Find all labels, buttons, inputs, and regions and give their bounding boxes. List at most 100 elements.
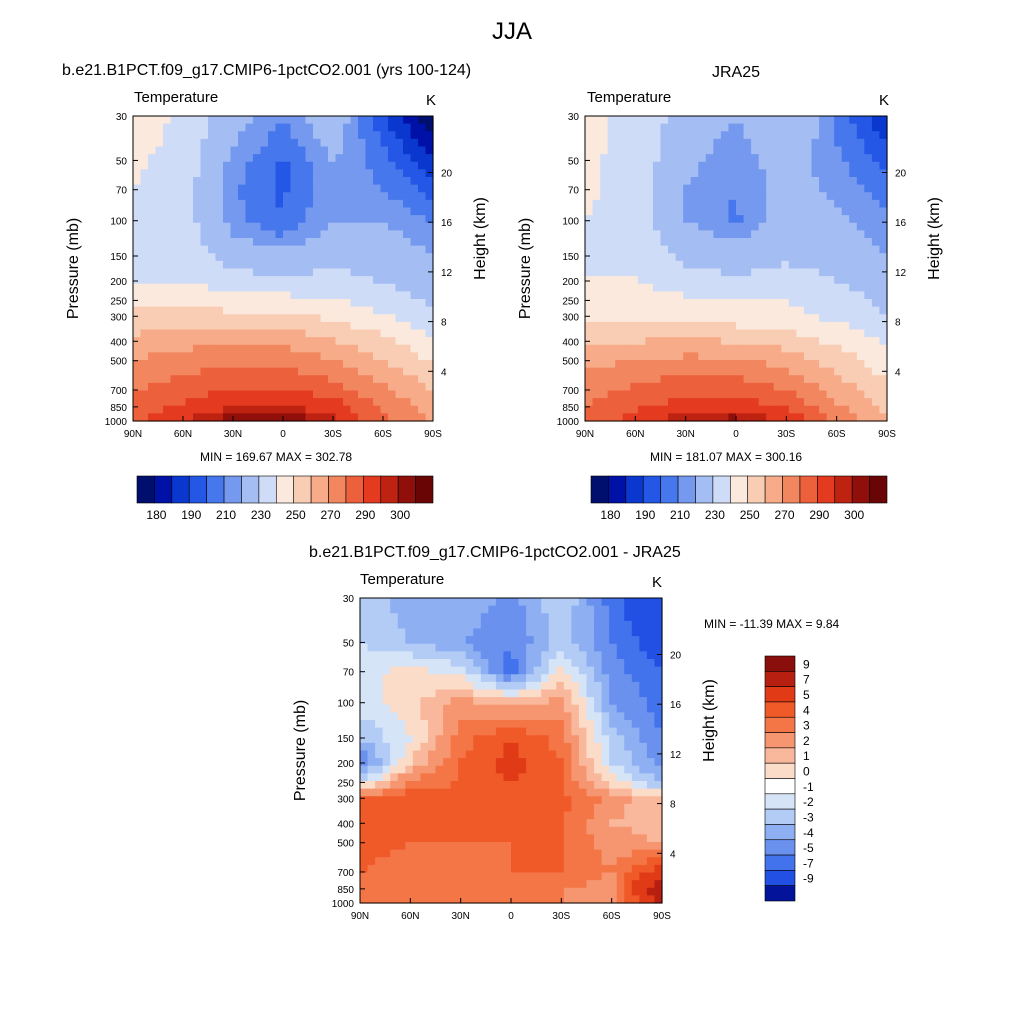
contour-cell: [380, 314, 389, 323]
contour-cell: [781, 184, 790, 193]
contour-cell: [298, 329, 307, 338]
contour-cell: [373, 337, 382, 346]
contour-cell: [646, 819, 656, 828]
contour-cell: [594, 788, 603, 797]
contour-cell: [245, 413, 254, 422]
contour-cell: [200, 283, 209, 292]
contour-cell: [586, 628, 595, 637]
contour-cell: [473, 689, 482, 698]
contour-cell: [652, 413, 662, 422]
contour-cell: [208, 169, 217, 178]
contour-cell: [705, 329, 714, 338]
contour-cell: [548, 613, 557, 622]
contour-cell: [616, 605, 625, 614]
contour-cell: [622, 375, 631, 384]
contour-cell: [260, 260, 269, 270]
contour-cell: [495, 750, 505, 759]
contour-cell: [713, 352, 722, 361]
contour-cell: [819, 260, 828, 270]
contour-cell: [563, 620, 572, 630]
contour-cell: [380, 405, 389, 414]
contour-cell: [607, 154, 616, 163]
contour-cell: [163, 146, 172, 155]
contour-cell: [796, 199, 805, 209]
contour-cell: [405, 666, 414, 675]
contour-cell: [480, 864, 489, 874]
contour-cell: [548, 864, 557, 874]
contour-cell: [488, 674, 497, 683]
contour-cell: [388, 138, 397, 148]
contour-cell: [245, 360, 254, 369]
contour-cell: [728, 367, 737, 376]
contour-cell: [405, 834, 414, 843]
contour-cell: [397, 796, 406, 805]
contour-cell: [601, 750, 610, 759]
contour-cell: [652, 360, 662, 369]
contour-cell: [654, 613, 663, 622]
contour-cell: [367, 796, 376, 805]
contour-cell: [298, 352, 307, 361]
contour-cell: [148, 405, 157, 414]
contour-cell: [230, 245, 239, 254]
contour-cell: [298, 283, 307, 292]
contour-cell: [645, 321, 654, 331]
contour-cell: [743, 375, 752, 384]
contour-cell: [849, 337, 858, 346]
contour-cell: [443, 628, 452, 637]
contour-cell: [705, 116, 714, 125]
contour-cell: [465, 651, 474, 660]
contour-cell: [736, 405, 745, 414]
contour-cell: [856, 184, 865, 193]
contour-cell: [630, 268, 639, 277]
contour-cell: [630, 253, 639, 262]
contour-cell: [418, 116, 427, 125]
contour-cell: [185, 337, 194, 346]
contour-cell: [365, 360, 374, 369]
contour-cell: [654, 880, 663, 889]
contour-cell: [675, 405, 684, 414]
pressure-tick-label: 1000: [105, 417, 128, 428]
contour-cell: [585, 123, 594, 132]
contour-cell: [155, 169, 164, 178]
contour-cell: [238, 260, 247, 270]
contour-cell: [373, 161, 382, 170]
contour-cell: [260, 329, 269, 338]
contour-cell: [586, 613, 595, 622]
contour-cell: [350, 352, 359, 361]
contour-cell: [728, 382, 737, 392]
contour-cell: [443, 742, 452, 752]
contour-cell: [511, 872, 520, 881]
contour-cell: [720, 123, 730, 132]
contour-cell: [834, 314, 843, 323]
contour-cell: [511, 842, 520, 851]
contour-cell: [645, 405, 654, 414]
contour-cell: [639, 880, 648, 889]
contour-cell: [601, 864, 610, 874]
contour-cell: [637, 154, 646, 163]
contour-cell: [615, 382, 624, 392]
contour-cell: [488, 659, 497, 668]
contour-cell: [405, 781, 414, 790]
contour-cell: [488, 880, 497, 889]
contour-cell: [405, 697, 414, 706]
contour-cell: [268, 215, 277, 224]
contour-cell: [397, 704, 406, 713]
contour-cell: [390, 666, 399, 675]
contour-cell: [305, 123, 314, 132]
contour-cell: [675, 253, 684, 262]
contour-cell: [388, 146, 397, 155]
contour-cell: [563, 887, 572, 896]
contour-cell: [503, 765, 512, 774]
contour-cell: [594, 727, 603, 736]
contour-cell: [609, 781, 618, 790]
contour-cell: [488, 598, 497, 607]
contour-cell: [298, 207, 307, 216]
contour-cell: [290, 398, 299, 407]
contour-cell: [238, 230, 247, 239]
contour-cell: [728, 138, 737, 148]
contour-cell: [720, 321, 730, 331]
contour-cell: [380, 360, 389, 369]
contour-cell: [728, 184, 737, 193]
contour-cell: [373, 253, 382, 262]
contour-cell: [654, 758, 663, 767]
